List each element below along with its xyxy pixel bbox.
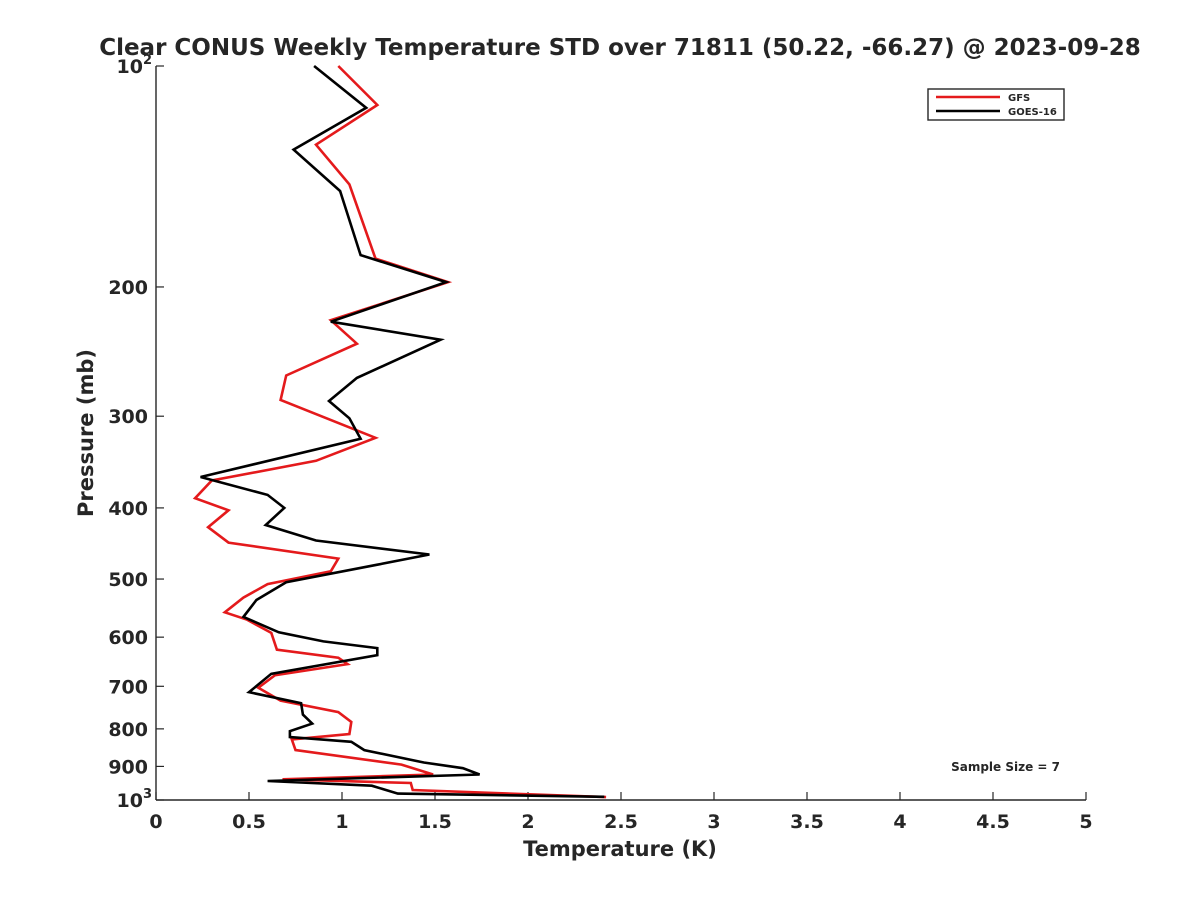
sample-size-annotation: Sample Size = 7 [951,760,1060,774]
x-tick-label: 4.5 [976,811,1010,833]
y-axis-label: Pressure (mb) [74,349,98,517]
y-tick-label: 103 [117,787,153,812]
plot-area [155,66,1086,801]
x-axis-label: Temperature (K) [523,837,717,861]
x-tick-label: 2.5 [604,811,638,833]
series-line-goes-16 [200,64,605,799]
x-tick-label: 3.5 [790,811,824,833]
series-layer [192,64,607,799]
x-tick-label: 2 [521,811,534,833]
y-axis-ticks: 102 200 300 400 500 600 700 800 900 103 [108,53,164,812]
x-tick-label: 1.5 [418,811,452,833]
x-tick-label: 0 [149,811,162,833]
x-tick-label: 3 [707,811,720,833]
y-tick-label: 102 [117,53,153,78]
y-tick-label: 700 [108,676,148,698]
x-tick-label: 0.5 [232,811,266,833]
y-tick-label: 200 [108,277,148,299]
series-line-gfs [192,65,607,799]
y-tick-label: 600 [108,627,148,649]
chart-title: Clear CONUS Weekly Temperature STD over … [99,35,1141,61]
legend: GFS GOES-16 [927,88,1065,121]
x-tick-label: 1 [335,811,348,833]
y-tick-label: 900 [108,756,148,778]
x-axis-ticks: 0 0.5 1 1.5 2 2.5 3 3.5 4 4.5 5 [149,792,1093,833]
x-tick-label: 5 [1079,811,1092,833]
x-tick-label: 4 [893,811,906,833]
legend-box [927,88,1065,121]
legend-entry-gfs: GFS [1008,93,1030,104]
y-tick-label: 300 [108,406,148,428]
legend-entry-goes16: GOES-16 [1008,107,1057,118]
y-tick-label: 500 [108,569,148,591]
y-tick-label: 800 [108,719,148,741]
y-tick-label: 400 [108,498,148,520]
